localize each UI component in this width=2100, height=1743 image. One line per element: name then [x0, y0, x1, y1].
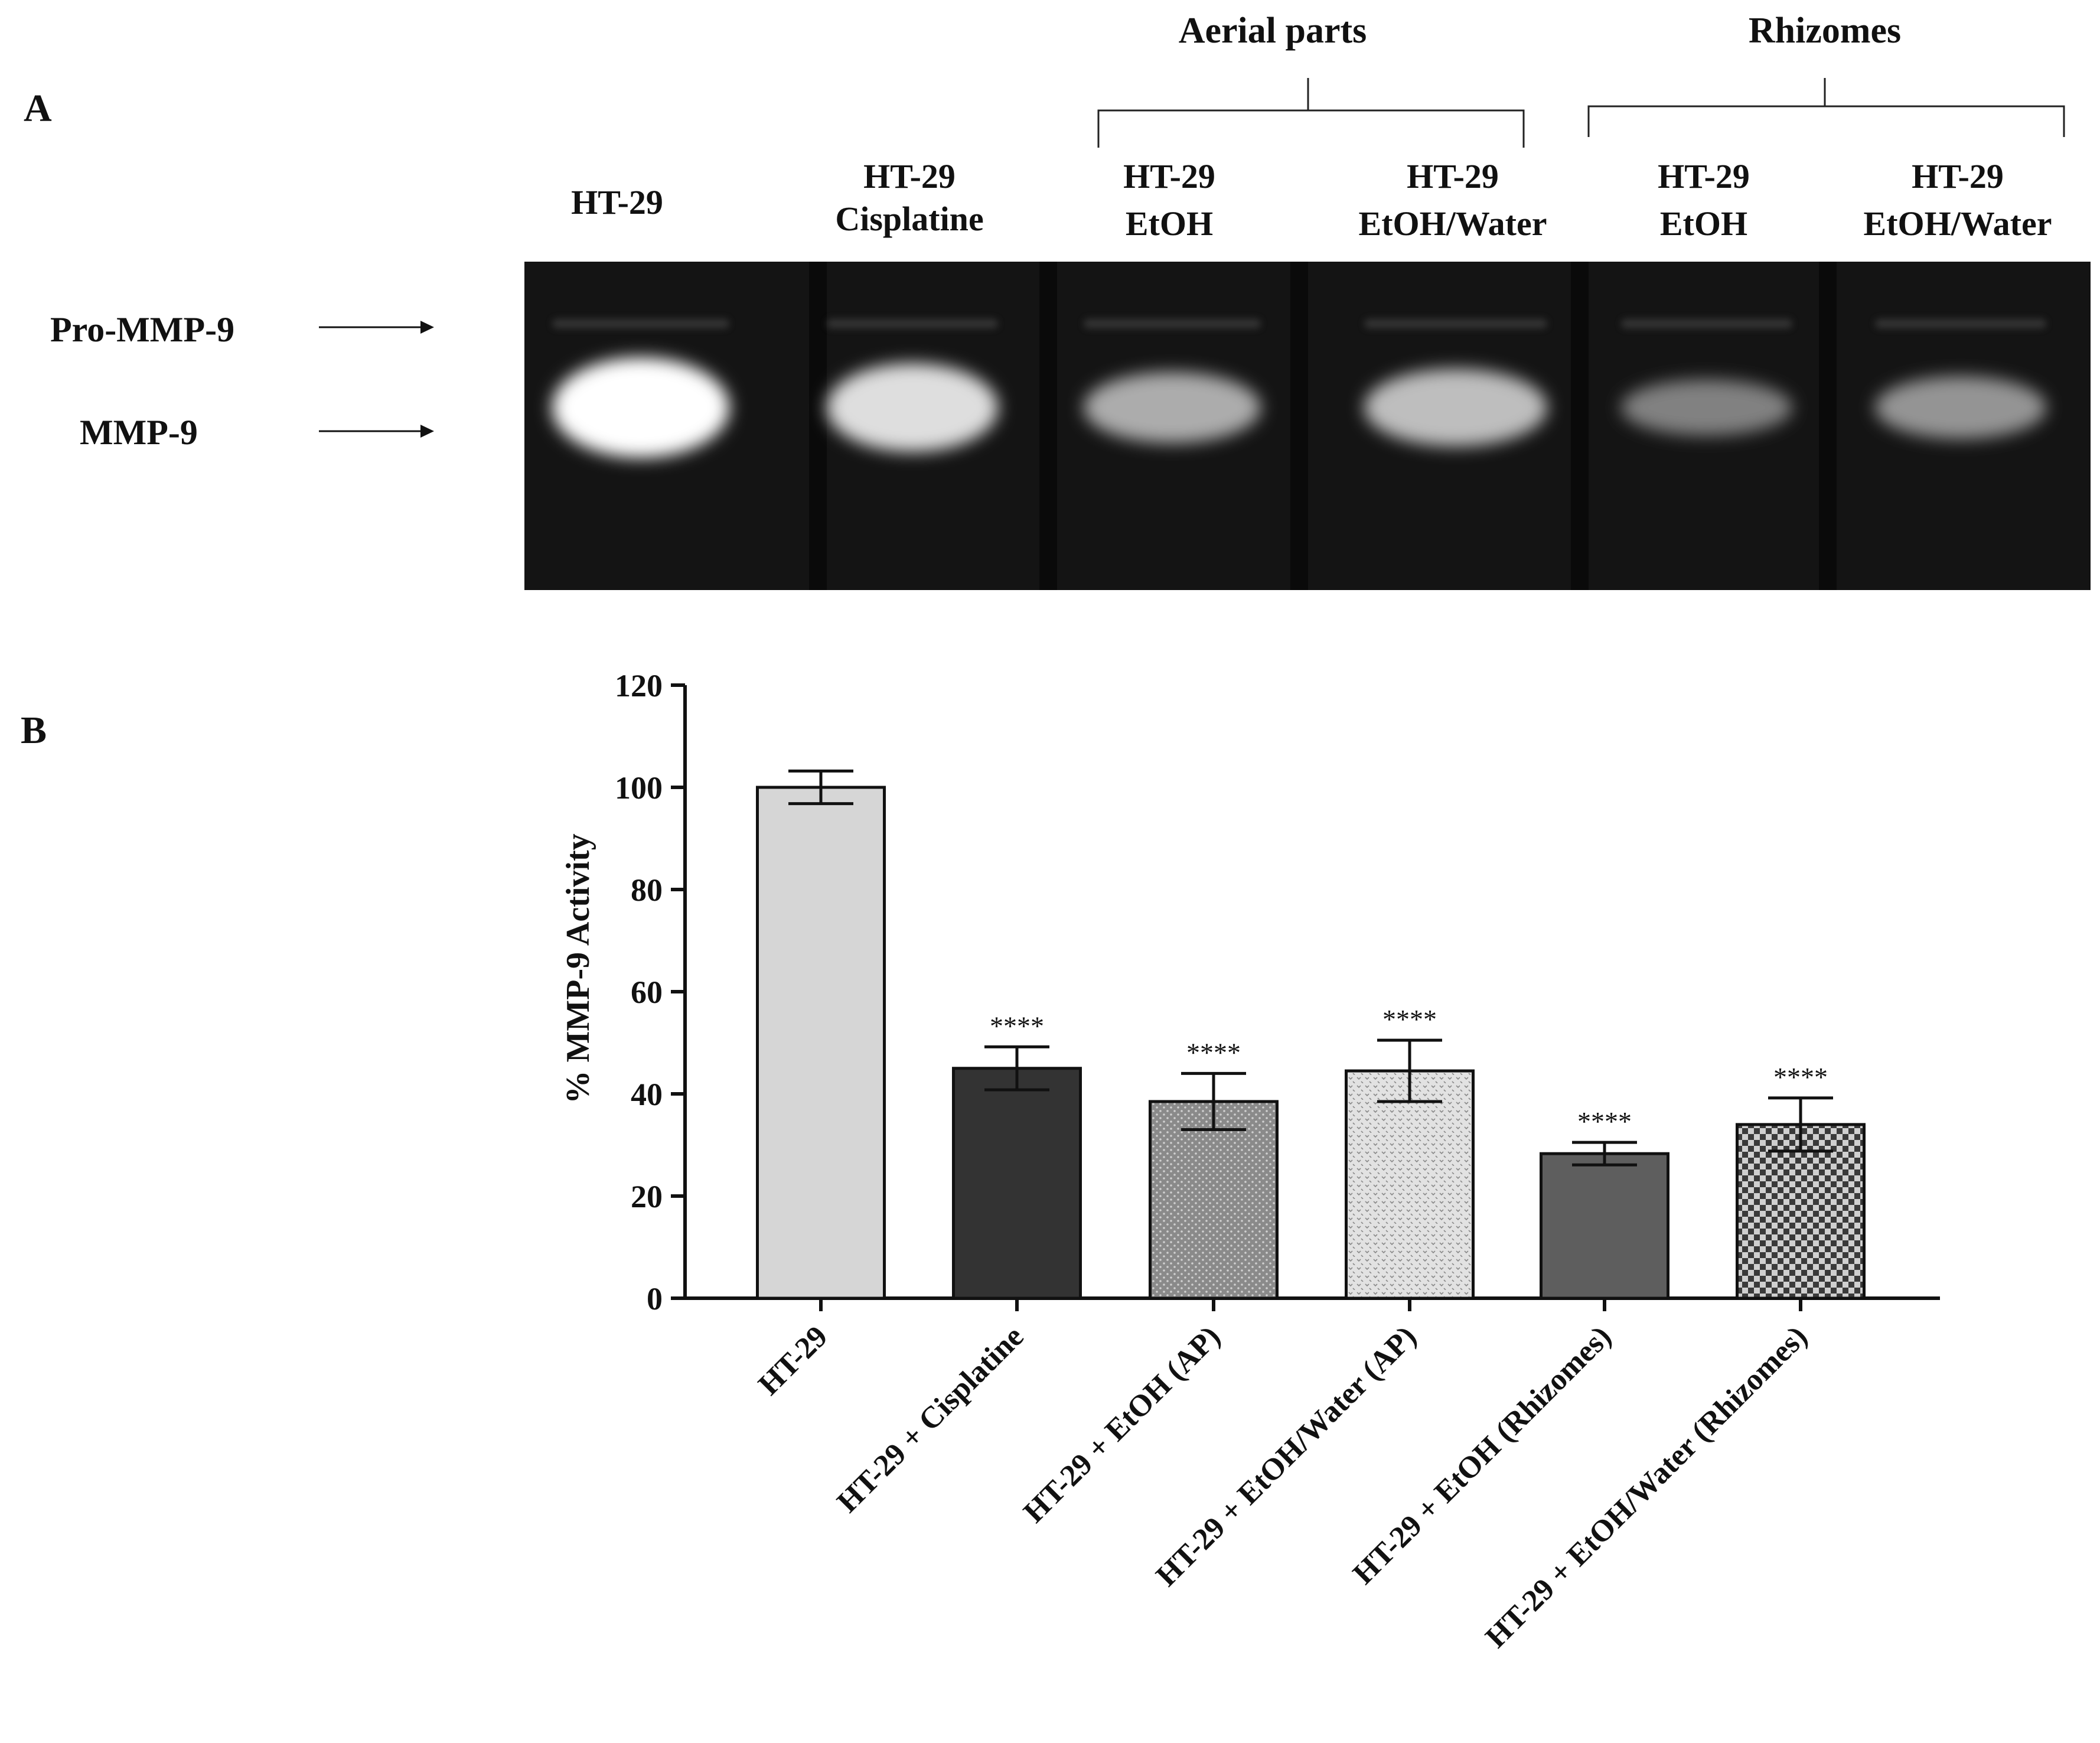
gel-band-mmp9: [1084, 372, 1261, 444]
lane-label-line2: EtOH/Water: [1864, 204, 2052, 243]
gel-image: [524, 262, 2091, 590]
lane-label-line2: Cisplatine: [835, 200, 983, 238]
gel-band-pro-mmp9: [1875, 319, 2046, 328]
lane-label-line1: HT-29: [1123, 157, 1215, 196]
error-bar: [788, 769, 853, 806]
panel-a-label: A: [24, 87, 52, 130]
gel-band-pro-mmp9: [1621, 319, 1792, 328]
gel-band-mmp9: [827, 363, 998, 452]
y-tick-label: 80: [631, 872, 663, 908]
lane-label-line1: HT-29: [571, 183, 663, 221]
error-bar: [1768, 1096, 1833, 1153]
lane-label-line2: EtOH: [1126, 204, 1213, 243]
x-tick-label: HT-29 + EtOH/Water (Rhizomes): [1479, 1320, 1814, 1654]
significance-label: ****: [1773, 1062, 1828, 1092]
error-bar: [984, 1045, 1049, 1092]
panel-b-label: B: [21, 709, 47, 752]
lane-labels: HT-29 HT-29 Cisplatine HT-29 EtOH HT-29 EtOH/W…: [571, 157, 2052, 243]
group-label-aerial: Aerial parts: [1179, 11, 1367, 51]
lane-label-line1: HT-29: [1912, 157, 2004, 196]
error-bar: [1377, 1038, 1442, 1103]
gel-band-pro-mmp9: [552, 319, 729, 328]
group-bracket-aerial: [1097, 78, 1525, 148]
x-tick-label: HT-29 + Cisplatine: [831, 1320, 1031, 1519]
gel-band-mmp9: [1621, 379, 1792, 436]
x-tick-label: HT-29: [752, 1320, 834, 1402]
y-tick-label: 40: [631, 1077, 663, 1112]
significance-label: ****: [990, 1011, 1044, 1041]
gel-band-mmp9: [1875, 376, 2046, 439]
lane-label-line1: HT-29: [863, 157, 956, 196]
gel-band-mmp9: [1364, 369, 1547, 447]
gel-band-pro-mmp9: [1364, 319, 1547, 328]
y-tick-label: 20: [631, 1179, 663, 1214]
gel-band-pro-mmp9: [827, 319, 998, 328]
significance-label: ****: [1577, 1106, 1632, 1136]
band-label-mmp9: MMP-9: [80, 413, 198, 452]
error-bar: [1572, 1141, 1637, 1167]
lane-label-line2: EtOH: [1660, 204, 1747, 243]
gel-band-pro-mmp9: [1084, 319, 1261, 328]
x-tick-label: HT-29 + EtOH (AP): [1017, 1320, 1227, 1529]
y-tick-label: 60: [631, 975, 663, 1010]
bar: [1149, 1100, 1279, 1300]
panel-b: B % MMP-9 Activity 0 20 40 60 80 100 120 HT-29 *…: [21, 668, 1940, 1654]
gel-bands: [552, 319, 2046, 458]
lane-dividers: [809, 262, 1837, 590]
panel-a: A Aerial parts Rhizomes HT-29 HT-29 Cispla…: [24, 11, 2091, 590]
significance-label: ****: [1186, 1037, 1241, 1067]
lane-label-line1: HT-29: [1407, 157, 1499, 196]
lane-label-line1: HT-29: [1658, 157, 1750, 196]
y-tick-label: 120: [615, 668, 663, 703]
chart-plot: 0 20 40 60 80 100 120 HT-29 **** HT-29 + Cisplati…: [615, 668, 1940, 1654]
bar: [1345, 1069, 1475, 1300]
bar: [952, 1067, 1082, 1300]
arrow-mmp9: [319, 425, 434, 438]
y-tick-label: 0: [647, 1281, 663, 1317]
error-bar: [1181, 1071, 1246, 1132]
group-label-rhizomes: Rhizomes: [1749, 11, 1901, 51]
band-label-pro-mmp9: Pro-MMP-9: [50, 310, 234, 349]
bar: [1540, 1152, 1669, 1300]
arrow-pro-mmp9: [319, 321, 434, 334]
group-bracket-rhizomes: [1587, 78, 2065, 137]
bar: [756, 786, 886, 1300]
lane-label-line2: EtOH/Water: [1359, 204, 1547, 243]
y-axis-title: % MMP-9 Activity: [560, 833, 596, 1103]
y-tick-label: 100: [615, 770, 663, 806]
significance-label: ****: [1382, 1004, 1437, 1034]
gel-band-mmp9: [552, 357, 729, 458]
